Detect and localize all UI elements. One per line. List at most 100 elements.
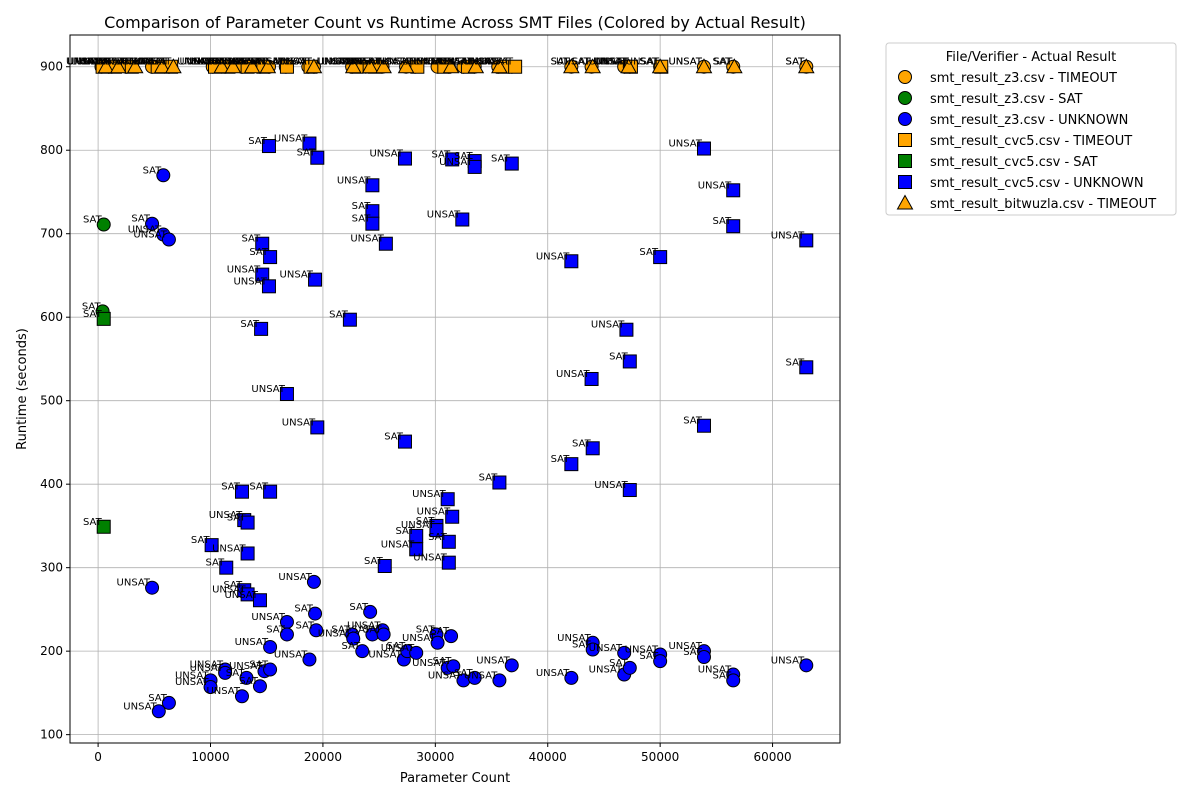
point-label: UNSAT (278, 57, 312, 68)
point-label: SAT (609, 351, 629, 362)
data-point (504, 156, 519, 171)
data-point (799, 233, 814, 248)
point-label: UNSAT (280, 270, 314, 281)
data-point (97, 58, 115, 74)
data-point (145, 580, 160, 595)
point-label: UNSAT (251, 384, 285, 395)
data-point (397, 58, 415, 74)
legend-marker (898, 175, 912, 189)
plot-area-frame (69, 34, 841, 744)
data-point (622, 354, 637, 369)
data-point (344, 58, 362, 74)
data-point (153, 58, 171, 74)
legend-entry: smt_result_cvc5.csv - UNKNOWN (930, 176, 1144, 191)
data-point (445, 152, 460, 167)
point-label: UNSAT (350, 234, 384, 245)
point-label: SAT (786, 57, 806, 68)
point-label: SAT (295, 620, 315, 631)
point-label: UNSAT (224, 590, 258, 601)
y-tick-label: 200 (40, 644, 63, 658)
data-point (96, 519, 111, 534)
point-label: SAT (786, 357, 806, 368)
point-label: UNSAT (464, 57, 498, 68)
point-label: UNSAT (217, 57, 251, 68)
point-label: UNSAT (467, 57, 501, 68)
data-point (252, 593, 267, 608)
data-point (259, 58, 277, 74)
point-label: UNSAT (416, 57, 450, 68)
point-label: SAT (639, 247, 659, 258)
point-label: SAT (83, 309, 103, 320)
data-point (409, 542, 424, 557)
point-label: UNSAT (417, 507, 451, 518)
point-label: SAT (430, 626, 450, 637)
point-label: SAT (712, 216, 732, 227)
data-point (696, 141, 711, 156)
point-label: UNSAT (233, 57, 267, 68)
data-point (467, 670, 482, 685)
point-label: UNSAT (123, 701, 157, 712)
point-label: SAT (82, 301, 102, 312)
point-label: UNSAT (589, 643, 623, 654)
point-label: SAT (387, 641, 407, 652)
data-point (441, 555, 456, 570)
data-point (243, 58, 261, 74)
legend-entry: smt_result_z3.csv - SAT (930, 92, 1082, 107)
data-point (252, 679, 267, 694)
data-points (94, 58, 815, 719)
point-label: UNSAT (177, 57, 211, 68)
data-point (585, 441, 600, 456)
data-point (653, 654, 668, 669)
point-label: SAT (242, 234, 262, 245)
legend-entry: smt_result_cvc5.csv - TIMEOUT (930, 134, 1132, 149)
point-label: SAT (454, 668, 474, 679)
data-point (302, 136, 317, 151)
point-label: UNSAT (371, 57, 405, 68)
point-label: UNSAT (100, 57, 134, 68)
y-tick-label: 500 (40, 394, 63, 408)
data-point (696, 418, 711, 433)
point-label: UNSAT (556, 369, 590, 380)
data-point (234, 484, 249, 499)
point-label: SAT (206, 558, 226, 569)
point-label: UNSAT (371, 57, 405, 68)
point-label: SAT (551, 57, 571, 68)
point-label: UNSAT (273, 57, 307, 68)
point-label: UNSAT (480, 57, 514, 68)
data-point (145, 216, 160, 231)
point-label: SAT (491, 154, 511, 165)
point-label: UNSAT (593, 57, 627, 68)
point-label: UNSAT (668, 57, 702, 68)
x-axis-ticks: 0 10000 20000 30000 40000 50000 60000 (94, 743, 792, 764)
data-point (240, 546, 255, 561)
point-label: SAT (431, 149, 451, 160)
point-label: UNSAT (278, 572, 312, 583)
data-point (165, 58, 182, 74)
point-label: SAT (428, 532, 448, 543)
data-point (263, 484, 278, 499)
point-label: UNSAT (212, 543, 246, 554)
data-point (653, 250, 668, 265)
x-tick-label: 60000 (753, 750, 791, 764)
point-label: SAT (609, 658, 629, 669)
data-point (797, 58, 815, 74)
point-label: UNSAT (190, 663, 224, 674)
point-label: UNSAT (250, 57, 284, 68)
point-label: SAT (363, 624, 383, 635)
point-label: UNSAT (179, 57, 213, 68)
point-label: UNSAT (432, 57, 466, 68)
point-label: UNSAT (439, 157, 473, 168)
point-label: UNSAT (339, 57, 373, 68)
data-point (279, 627, 294, 642)
data-point (695, 58, 713, 74)
point-label: SAT (297, 148, 317, 159)
data-point (430, 635, 445, 650)
point-label: UNSAT (556, 57, 590, 68)
point-label: UNSAT (251, 57, 285, 68)
data-point (96, 311, 111, 326)
point-label: SAT (416, 624, 436, 635)
point-label: UNSAT (594, 480, 628, 491)
point-label: UNSAT (412, 658, 446, 669)
point-label: SAT (639, 651, 659, 662)
